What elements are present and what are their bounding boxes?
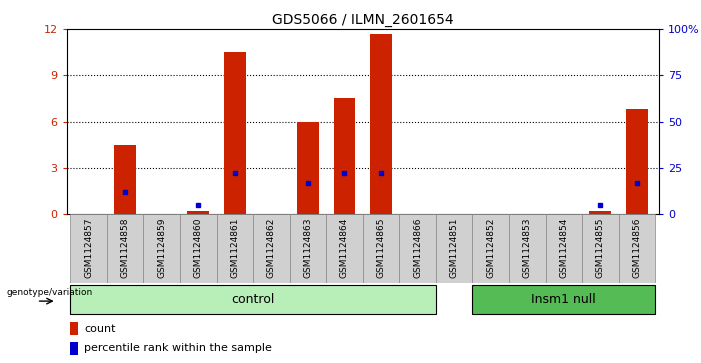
Text: GSM1124864: GSM1124864	[340, 218, 349, 278]
Bar	[545, 214, 582, 283]
Text: GSM1124856: GSM1124856	[632, 218, 641, 278]
Text: control: control	[231, 293, 275, 306]
Bar	[370, 34, 392, 214]
Bar	[326, 214, 363, 283]
Bar	[224, 52, 246, 214]
Bar	[69, 322, 79, 335]
Text: GSM1124858: GSM1124858	[121, 218, 130, 278]
Bar	[114, 145, 136, 214]
Text: GSM1124852: GSM1124852	[486, 218, 495, 278]
Text: GSM1124857: GSM1124857	[84, 218, 93, 278]
Bar	[290, 214, 326, 283]
Bar	[180, 214, 217, 283]
Bar	[69, 342, 79, 355]
Bar	[626, 109, 648, 214]
Bar	[70, 214, 107, 283]
Bar	[619, 214, 655, 283]
Text: percentile rank within the sample: percentile rank within the sample	[84, 343, 272, 354]
Bar	[334, 98, 355, 214]
Text: GSM1124859: GSM1124859	[157, 218, 166, 278]
Text: GSM1124863: GSM1124863	[304, 218, 313, 278]
Bar	[253, 214, 290, 283]
Bar	[400, 214, 436, 283]
Bar	[436, 214, 472, 283]
Bar	[509, 214, 545, 283]
Text: GSM1124855: GSM1124855	[596, 218, 605, 278]
Text: Insm1 null: Insm1 null	[531, 293, 597, 306]
Bar	[187, 211, 209, 214]
Text: GSM1124860: GSM1124860	[193, 218, 203, 278]
Text: GSM1124865: GSM1124865	[376, 218, 386, 278]
Bar	[472, 285, 655, 314]
Bar	[363, 214, 400, 283]
Text: GSM1124862: GSM1124862	[267, 218, 276, 278]
Bar	[590, 211, 611, 214]
Text: genotype/variation: genotype/variation	[7, 288, 93, 297]
Text: count: count	[84, 324, 116, 334]
Bar	[472, 214, 509, 283]
Bar	[297, 122, 319, 214]
Bar	[107, 214, 144, 283]
Bar	[70, 285, 436, 314]
Text: GSM1124853: GSM1124853	[523, 218, 532, 278]
Title: GDS5066 / ILMN_2601654: GDS5066 / ILMN_2601654	[272, 13, 454, 26]
Text: GSM1124866: GSM1124866	[413, 218, 422, 278]
Bar	[217, 214, 253, 283]
Bar	[144, 214, 180, 283]
Text: GSM1124851: GSM1124851	[449, 218, 458, 278]
Text: GSM1124861: GSM1124861	[231, 218, 239, 278]
Text: GSM1124854: GSM1124854	[559, 218, 569, 278]
Bar	[582, 214, 619, 283]
